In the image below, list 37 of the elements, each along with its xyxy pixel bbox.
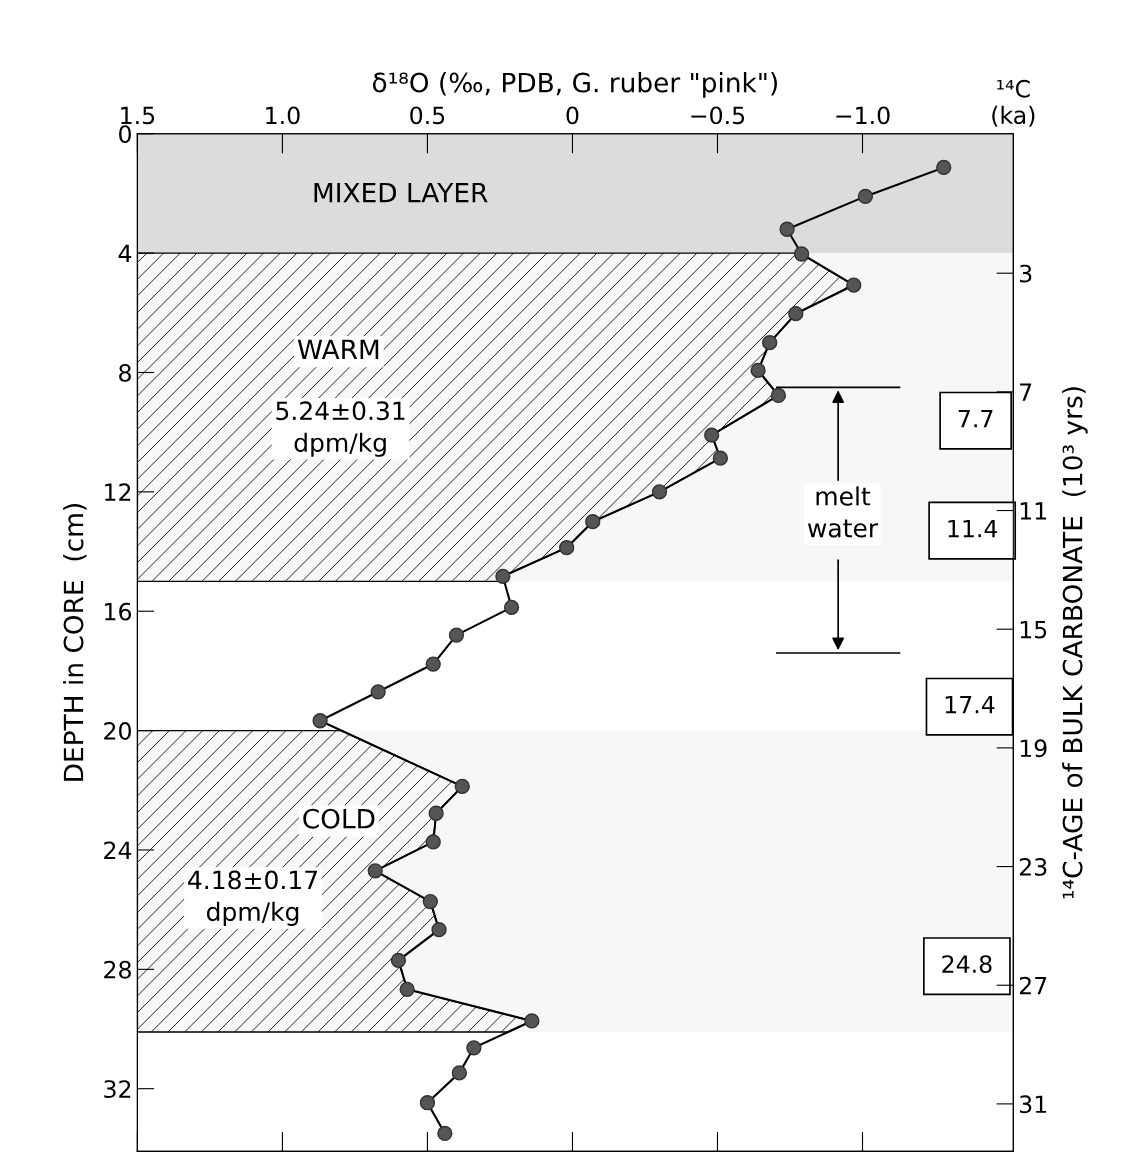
x-tick-label: 0 xyxy=(566,106,579,125)
text: ¹⁴C (ka) xyxy=(992,79,1035,127)
x-axis-title: δ¹⁸O (‰, PDB, G. ruber "pink") xyxy=(372,72,777,98)
y-tick-label: 28 xyxy=(104,960,131,979)
band-label: MIXED LAYER xyxy=(314,182,488,203)
y2-axis-title: ¹⁴C-AGE of BULK CARBONATE (10³ yrs) xyxy=(1062,387,1088,899)
x-tick-label: 1.0 xyxy=(266,106,300,125)
y2-tick-label: 11 xyxy=(1020,502,1047,520)
y-tick-label: 20 xyxy=(104,722,131,740)
annotation: 5.24±0.31 dpm/kg xyxy=(276,401,405,457)
annotation: 17.4 xyxy=(945,695,995,714)
y2-tick-label: 7 xyxy=(1020,383,1032,401)
annotation: 7.7 xyxy=(958,410,993,428)
y-tick-label: 8 xyxy=(119,363,131,382)
y2-tick-label: 15 xyxy=(1020,620,1047,639)
y2-tick-label: 31 xyxy=(1019,1095,1047,1114)
y-tick-label: 32 xyxy=(104,1080,131,1099)
y-tick-label: 12 xyxy=(105,483,131,501)
y2-tick-label: 19 xyxy=(1020,739,1047,758)
x-tick-label: 0.5 xyxy=(410,106,445,125)
annotation: 24.8 xyxy=(942,955,992,974)
y2-tick-label: 27 xyxy=(1019,976,1047,995)
y-tick-label: 24 xyxy=(104,841,132,859)
annotation: 11.4 xyxy=(948,519,998,538)
y-axis-title: DEPTH in CORE (cm) xyxy=(63,504,87,781)
x-tick-label: −1.0 xyxy=(836,106,890,125)
y-tick-label: 4 xyxy=(118,244,132,263)
annotation: melt water xyxy=(807,486,879,538)
y-tick-label: 0 xyxy=(119,125,131,144)
annotation: 4.18±0.17 dpm/kg xyxy=(188,870,318,926)
band-label: COLD xyxy=(303,808,375,829)
y-tick-label: 16 xyxy=(105,602,132,621)
band-label: WARM xyxy=(297,339,379,359)
y2-tick-label: 3 xyxy=(1019,264,1032,283)
x-tick-label: 1.5 xyxy=(121,106,155,125)
y2-tick-label: 23 xyxy=(1019,858,1047,876)
x-tick-label: −0.5 xyxy=(691,106,745,125)
